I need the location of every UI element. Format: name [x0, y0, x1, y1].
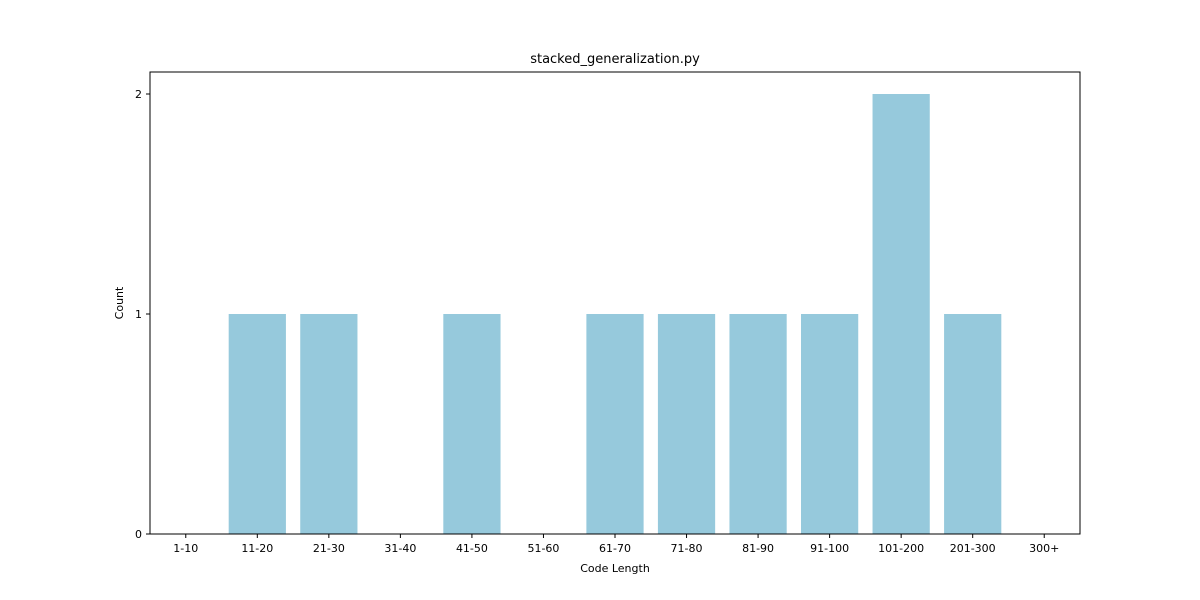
y-tick-label: 1 — [135, 308, 142, 321]
x-tick-label: 71-80 — [671, 542, 703, 555]
bar-11-20 — [228, 314, 286, 534]
x-tick-label: 1-10 — [173, 542, 198, 555]
bars-group — [228, 94, 1002, 534]
y-tick-label: 2 — [135, 88, 142, 101]
bar-91-100 — [801, 314, 859, 534]
x-tick-label: 21-30 — [313, 542, 345, 555]
chart-title: stacked_generalization.py — [530, 52, 700, 67]
x-tick-label: 201-300 — [950, 542, 996, 555]
x-tick-label: 51-60 — [527, 542, 559, 555]
y-tick-label: 0 — [135, 528, 142, 541]
bar-201-300 — [944, 314, 1002, 534]
bar-101-200 — [872, 94, 930, 534]
x-tick-label: 41-50 — [456, 542, 488, 555]
bar-61-70 — [586, 314, 644, 534]
bar-71-80 — [657, 314, 716, 534]
x-tick-label: 31-40 — [384, 542, 416, 555]
x-axis-title: Code Length — [580, 562, 650, 575]
x-tick-label: 61-70 — [599, 542, 631, 555]
x-tick-label: 91-100 — [810, 542, 849, 555]
x-tick-label: 101-200 — [878, 542, 924, 555]
x-tick-label: 300+ — [1029, 542, 1059, 555]
bar-21-30 — [300, 314, 358, 534]
y-axis-ticks: 0 1 2 — [135, 88, 150, 541]
bar-41-50 — [443, 314, 501, 534]
x-axis-ticks: 1-10 11-20 21-30 31-40 41-50 51-60 61-70 71-80 8… — [173, 534, 1059, 555]
x-tick-label: 11-20 — [241, 542, 273, 555]
bar-81-90 — [729, 314, 787, 534]
plot-frame — [149, 71, 1081, 535]
y-axis-title: Count — [113, 286, 126, 319]
x-tick-label: 81-90 — [742, 542, 774, 555]
